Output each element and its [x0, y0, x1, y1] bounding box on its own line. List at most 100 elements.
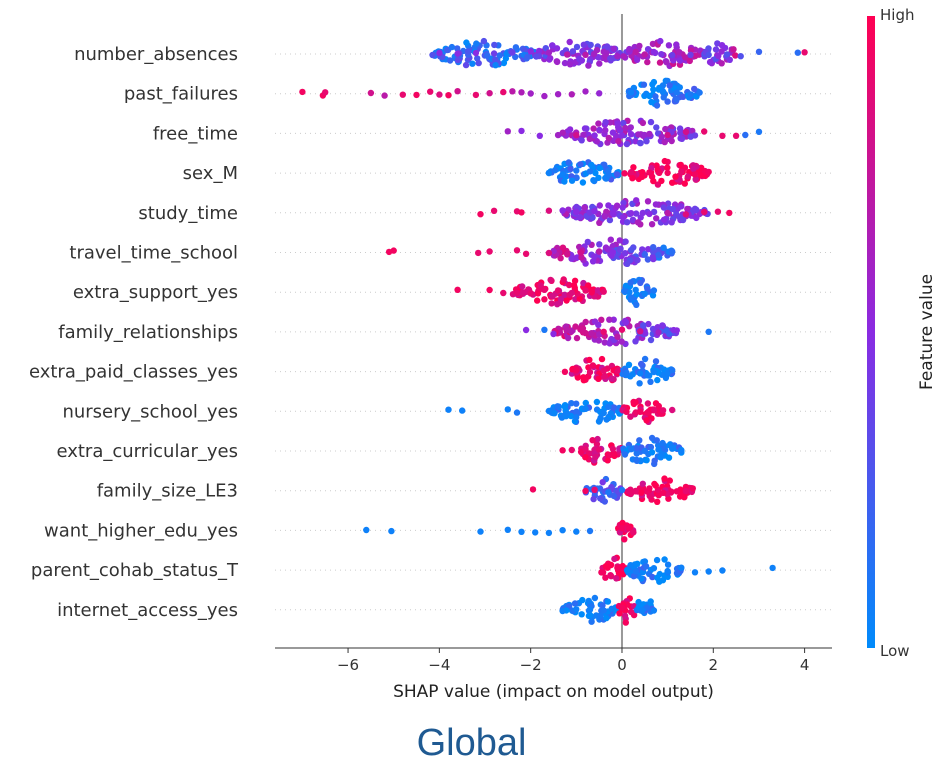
shap-point: [608, 375, 615, 382]
shap-point: [584, 282, 592, 289]
feature-label: parent_cohab_status_T: [31, 560, 239, 581]
shap-point: [633, 56, 641, 63]
feature-label: study_time: [138, 203, 238, 224]
shap-point: [568, 446, 575, 454]
shap-point: [591, 318, 599, 325]
shap-point: [554, 131, 562, 139]
shap-point: [705, 328, 712, 335]
shap-point: [500, 59, 508, 67]
shap-point: [557, 255, 564, 262]
shap-point: [650, 248, 657, 255]
shap-point: [669, 179, 676, 186]
shap-point: [618, 132, 626, 139]
shap-point: [593, 138, 601, 145]
shap-point: [682, 487, 690, 495]
shap-point: [582, 51, 589, 58]
x-tick-label: 0: [617, 656, 627, 674]
shap-point: [399, 91, 406, 98]
shap-point: [524, 53, 531, 60]
shap-point: [644, 256, 652, 263]
shap-point: [669, 445, 676, 452]
shap-point: [589, 214, 596, 221]
shap-point: [692, 176, 699, 183]
shap-point: [691, 569, 699, 576]
feature-label: family_size_LE3: [97, 481, 238, 502]
shap-point: [477, 211, 484, 218]
shap-point: [627, 608, 635, 616]
shap-point: [648, 221, 656, 228]
feature-label: extra_paid_classes_yes: [29, 362, 238, 383]
shap-point: [666, 330, 673, 338]
shap-point: [496, 52, 503, 59]
shap-point: [513, 247, 521, 254]
shap-point: [605, 167, 612, 175]
shap-point: [726, 209, 733, 217]
shap-point: [627, 446, 635, 453]
shap-point: [668, 219, 675, 226]
shap-point: [690, 165, 697, 172]
shap-point: [459, 407, 466, 414]
shap-point: [545, 407, 553, 415]
shap-point: [591, 253, 598, 260]
shap-point: [469, 60, 476, 67]
shap-point: [691, 85, 698, 93]
feature-label: past_failures: [124, 84, 238, 105]
shap-point: [627, 124, 634, 131]
shap-point: [573, 208, 580, 216]
shap-point: [557, 295, 564, 303]
shap-point: [664, 567, 671, 575]
shap-point: [659, 439, 666, 447]
shap-point: [794, 49, 801, 56]
shap-point: [622, 124, 629, 132]
shap-point: [598, 569, 605, 576]
shap-point: [686, 57, 693, 65]
shap-point: [545, 49, 553, 56]
shap-point: [618, 525, 626, 532]
shap-point: [561, 403, 569, 411]
shap-point: [644, 400, 652, 407]
shap-point: [650, 177, 657, 185]
shap-point: [677, 57, 684, 64]
shap-point: [580, 377, 587, 384]
figure-subtitle: Global: [416, 722, 527, 764]
shap-point: [679, 93, 687, 101]
shap-point: [618, 326, 626, 333]
feature-label: nursery_school_yes: [62, 401, 238, 422]
shap-point: [693, 214, 700, 222]
shap-point: [666, 477, 673, 484]
shap-point: [684, 173, 692, 180]
shap-point: [620, 53, 627, 60]
shap-point: [627, 279, 634, 286]
shap-point: [586, 168, 594, 175]
shap-point: [596, 202, 603, 209]
shap-point: [579, 596, 586, 604]
shap-point: [661, 157, 668, 165]
scatter-points: [299, 37, 808, 626]
shap-point: [413, 91, 420, 99]
shap-point: [718, 42, 726, 49]
shap-point: [623, 140, 631, 148]
shap-point: [615, 138, 622, 145]
shap-point: [559, 527, 566, 534]
shap-point: [635, 131, 642, 138]
shap-point: [606, 216, 614, 224]
x-tick-label: −2: [520, 656, 542, 674]
shap-point: [629, 175, 636, 182]
shap-point: [621, 287, 628, 295]
shap-point: [637, 279, 644, 287]
shap-point: [681, 180, 688, 187]
shap-point: [652, 201, 660, 208]
shap-point: [662, 125, 669, 133]
shap-point: [584, 238, 591, 246]
shap-point: [651, 457, 658, 464]
shap-point: [527, 90, 534, 97]
shap-point: [322, 89, 329, 96]
shap-point: [518, 209, 525, 216]
shap-point: [529, 486, 537, 493]
shap-point: [608, 605, 615, 612]
feature-labels: number_absences past_failures free_timesex…: [29, 44, 239, 621]
shap-point: [664, 209, 671, 217]
shap-point: [596, 446, 603, 453]
feature-label: want_higher_edu_yes: [44, 520, 238, 541]
shap-point: [638, 575, 645, 582]
